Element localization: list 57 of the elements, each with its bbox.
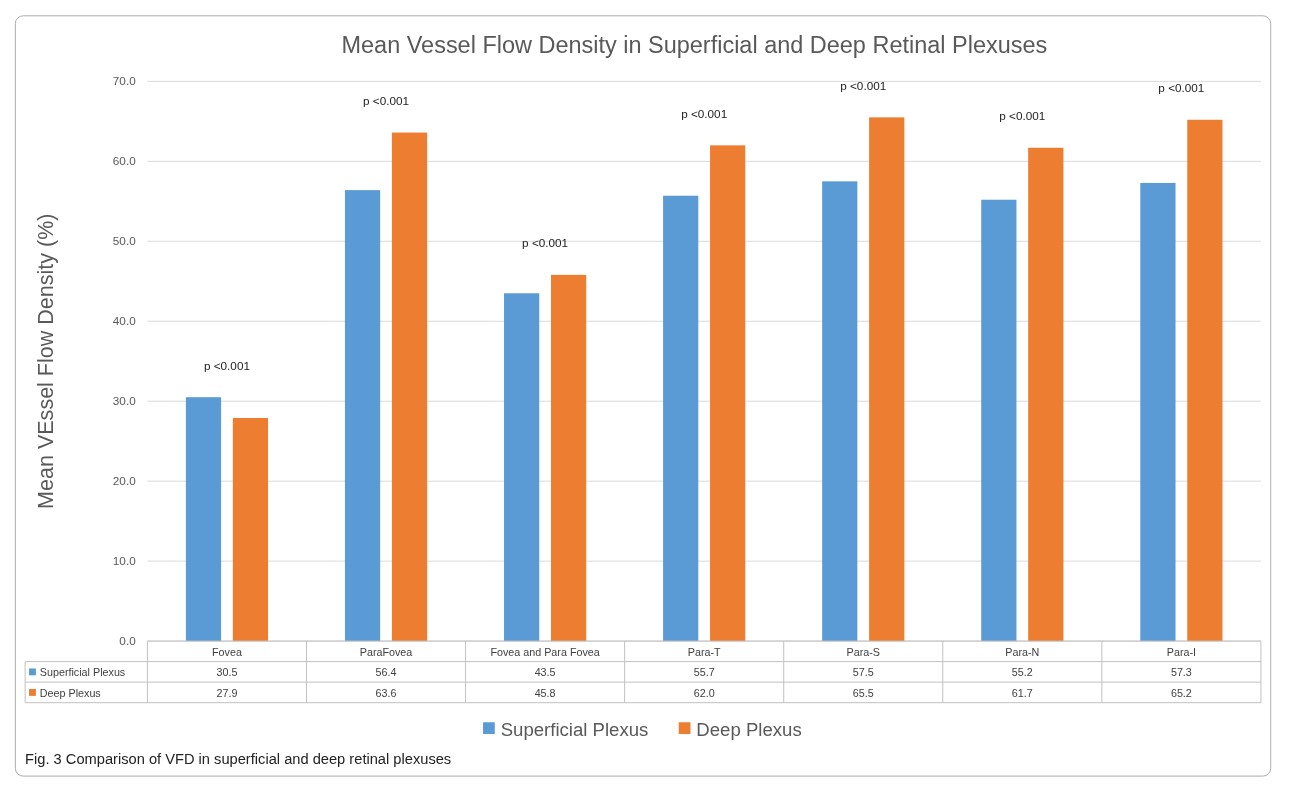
y-tick-label: 10.0 — [112, 554, 137, 568]
data-label: 43.5 — [534, 666, 556, 679]
caption: Fig. 3 Comparison of VFD in superficial and deep retinal plexuses — [25, 751, 452, 768]
bar — [1187, 119, 1223, 642]
text: Superficial Plexus — [500, 718, 649, 740]
bar — [504, 293, 540, 642]
data-label: 62.0 — [693, 686, 715, 699]
x-tick-label: Para-N — [1005, 645, 1040, 658]
bar — [869, 117, 905, 642]
data-label: 30.5 — [216, 666, 238, 679]
data-label: 65.2 — [1170, 686, 1192, 699]
bar — [710, 145, 746, 642]
chart-title: Mean Vessel Flow Density in Superficial and Deep Retinal Plexuses — [341, 32, 1048, 59]
annotation: p <0.001 — [999, 109, 1046, 123]
bar — [663, 195, 699, 642]
data-label: 45.8 — [534, 686, 556, 699]
x-tick-label: Para-T — [687, 645, 722, 658]
bar — [232, 417, 269, 642]
text: Deep Plexus — [39, 686, 101, 699]
legend-label: Deep Plexus — [696, 718, 802, 740]
bar — [1140, 182, 1176, 642]
bar — [185, 397, 222, 642]
y-axis-title: Mean VEssel Flow Density (%) — [33, 213, 58, 509]
x-tick-label: Fovea and Para Fovea — [490, 645, 600, 658]
bar — [1028, 147, 1064, 642]
annotation: p <0.001 — [681, 106, 728, 120]
annotation: p <0.001 — [522, 236, 569, 250]
data-label: 63.6 — [375, 686, 397, 699]
y-tick-label: 30.0 — [112, 394, 137, 408]
bar — [981, 199, 1017, 642]
data-label: 55.7 — [693, 666, 715, 679]
y-tick-label: 60.0 — [112, 154, 137, 168]
data-label: 57.3 — [1170, 666, 1192, 679]
bar — [344, 190, 381, 642]
data-label: 57.5 — [852, 666, 874, 679]
bar — [822, 181, 858, 642]
y-tick-label: 70.0 — [112, 74, 137, 88]
annotation: p <0.001 — [203, 358, 250, 372]
data-label: 65.5 — [852, 686, 874, 699]
x-tick-label: ParaFovea — [359, 645, 413, 658]
data-label: 27.9 — [216, 686, 238, 699]
annotation: p <0.001 — [363, 94, 410, 108]
annotation: p <0.001 — [840, 78, 887, 92]
data-label: 55.2 — [1011, 666, 1033, 679]
y-tick-label: 50.0 — [112, 234, 137, 248]
data-label: 56.4 — [375, 666, 397, 679]
bar — [391, 132, 428, 642]
x-tick-label: Fovea — [212, 645, 242, 658]
y-tick-label: 0.0 — [119, 633, 137, 647]
x-tick-label: Para-S — [846, 645, 880, 658]
y-tick-label: 20.0 — [112, 474, 137, 488]
data-label: 61.7 — [1011, 686, 1033, 699]
y-tick-label: 40.0 — [112, 314, 137, 328]
x-tick-label: Para-I — [1166, 645, 1197, 658]
bar — [550, 274, 587, 642]
legend-label: Superficial Plexus — [39, 666, 126, 679]
annotation: p <0.001 — [1158, 81, 1205, 95]
